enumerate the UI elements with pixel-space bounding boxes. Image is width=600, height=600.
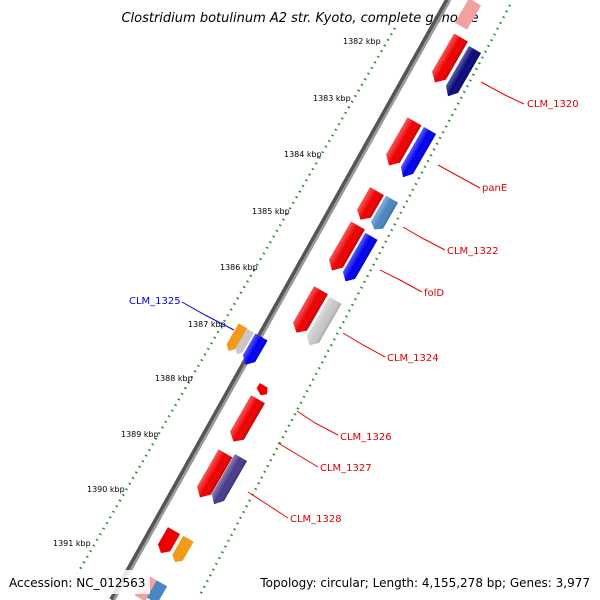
gene-label-fold[interactable]: folD [424, 288, 444, 299]
gene-label-clm1324[interactable]: CLM_1324 [387, 353, 439, 364]
gene-forward[interactable] [290, 286, 328, 336]
tick-label: 1391 kbp [53, 539, 91, 548]
gene-clm1324[interactable] [303, 296, 342, 349]
outer-dotted-ring [63, 27, 397, 596]
tick-label: 1390 kbp [87, 485, 125, 494]
gene-orange[interactable] [170, 535, 194, 565]
gene-label-clm1328[interactable]: CLM_1328 [290, 514, 342, 525]
tick-label: 1385 kbp [252, 207, 290, 216]
tick-label: 1386 kbp [220, 263, 258, 272]
gene-label-clm1322[interactable]: CLM_1322 [447, 246, 499, 257]
gene-label-clm1325[interactable]: CLM_1325 [129, 296, 181, 307]
tick-label: 1388 kbp [155, 374, 193, 383]
footer-backdrop-left [0, 570, 150, 594]
tick-label: 1382 kbp [343, 37, 381, 46]
gene-forward[interactable] [155, 527, 181, 557]
gene-outer-blue[interactable] [239, 333, 268, 369]
gene-clm1325[interactable] [224, 323, 248, 353]
gene-clm1326[interactable] [255, 383, 270, 398]
gene-partial-bottom-blue [146, 580, 168, 600]
scale-labels: 1382 kbp 1383 kbp 1384 kbp 1385 kbp 1386… [53, 37, 381, 548]
label-leaders [181, 81, 525, 519]
gene-clm1328[interactable] [208, 453, 248, 508]
gene-forward[interactable] [325, 221, 365, 274]
tick-label: 1387 kbp [188, 320, 226, 329]
gene-outer-gray[interactable] [234, 328, 254, 356]
gene-forward[interactable] [354, 187, 384, 224]
gene-clm1327[interactable] [227, 395, 265, 445]
gene-label-clm1326[interactable]: CLM_1326 [340, 432, 392, 443]
gene-fold[interactable] [339, 232, 378, 285]
gene-labels: CLM_1320 panE CLM_1322 folD CLM_1324 CLM… [129, 99, 579, 525]
gene-pane[interactable] [397, 126, 437, 181]
gene-clm1322[interactable] [368, 195, 399, 233]
gene-label-clm1327[interactable]: CLM_1327 [320, 463, 372, 474]
gene-clm1320[interactable] [442, 45, 482, 100]
gene-forward[interactable] [193, 449, 233, 501]
tick-label: 1384 kbp [284, 150, 322, 159]
genome-summary-text: Topology: circular; Length: 4,155,278 bp… [259, 576, 590, 590]
inner-dotted-ring [198, 4, 512, 596]
accession-text: Accession: NC_012563 [9, 576, 145, 590]
gene-label-pane[interactable]: panE [482, 183, 507, 194]
gene-label-clm1320[interactable]: CLM_1320 [527, 99, 579, 110]
genome-backbone [109, 0, 452, 600]
gene-partial-top [454, 0, 482, 30]
tick-label: 1389 kbp [121, 430, 159, 439]
gene-forward[interactable] [382, 117, 422, 169]
gene-features [134, 0, 482, 600]
tick-label: 1383 kbp [313, 94, 351, 103]
gene-forward[interactable] [428, 33, 468, 86]
map-title: Clostridium botulinum A2 str. Kyoto, com… [121, 11, 478, 26]
